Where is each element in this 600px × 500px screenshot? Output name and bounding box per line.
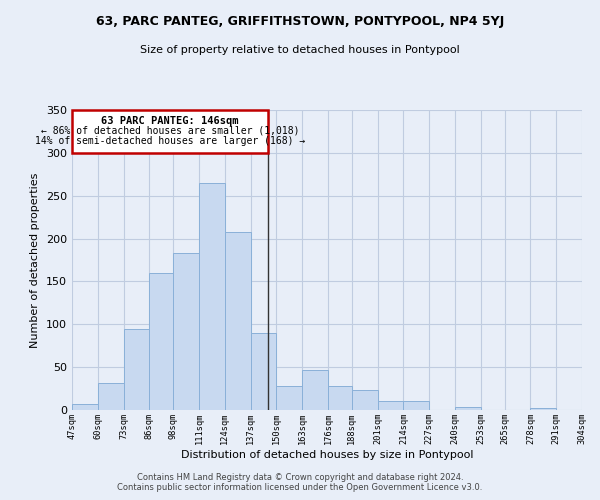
Bar bbox=[72, 404, 98, 410]
Bar bbox=[403, 402, 429, 410]
Text: Contains public sector information licensed under the Open Government Licence v3: Contains public sector information licen… bbox=[118, 484, 482, 492]
Bar bbox=[455, 408, 481, 410]
Bar bbox=[377, 402, 403, 410]
Bar bbox=[124, 328, 149, 410]
Bar bbox=[199, 183, 225, 410]
X-axis label: Distribution of detached houses by size in Pontypool: Distribution of detached houses by size … bbox=[181, 450, 473, 460]
Bar bbox=[352, 390, 377, 410]
Bar bbox=[98, 382, 124, 410]
Bar bbox=[277, 386, 302, 410]
Bar bbox=[225, 232, 251, 410]
Text: Contains HM Land Registry data © Crown copyright and database right 2024.: Contains HM Land Registry data © Crown c… bbox=[137, 474, 463, 482]
Bar bbox=[173, 253, 199, 410]
Text: 63, PARC PANTEG, GRIFFITHSTOWN, PONTYPOOL, NP4 5YJ: 63, PARC PANTEG, GRIFFITHSTOWN, PONTYPOO… bbox=[96, 15, 504, 28]
Text: Size of property relative to detached houses in Pontypool: Size of property relative to detached ho… bbox=[140, 45, 460, 55]
Text: 63 PARC PANTEG: 146sqm: 63 PARC PANTEG: 146sqm bbox=[101, 116, 239, 126]
Y-axis label: Number of detached properties: Number of detached properties bbox=[31, 172, 40, 348]
Bar bbox=[149, 273, 173, 410]
Bar bbox=[328, 386, 352, 410]
Bar bbox=[251, 333, 277, 410]
FancyBboxPatch shape bbox=[72, 110, 268, 153]
Bar bbox=[530, 408, 556, 410]
Text: ← 86% of detached houses are smaller (1,018): ← 86% of detached houses are smaller (1,… bbox=[41, 126, 299, 136]
Text: 14% of semi-detached houses are larger (168) →: 14% of semi-detached houses are larger (… bbox=[35, 136, 305, 145]
Bar bbox=[302, 370, 328, 410]
